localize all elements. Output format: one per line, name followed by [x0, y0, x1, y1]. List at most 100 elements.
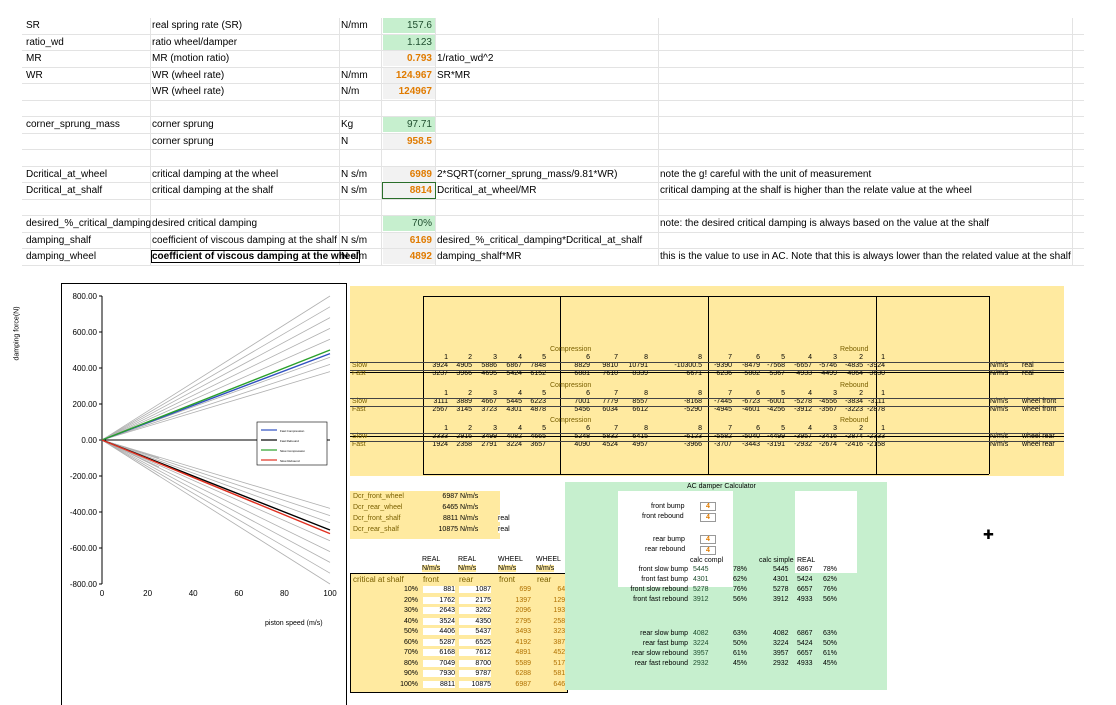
crit-cell[interactable]: 7930 [423, 670, 455, 677]
crit-cell[interactable]: 3232 [537, 628, 569, 635]
param-unit[interactable]: N/mm [341, 69, 368, 81]
param-name[interactable]: corner_sprung_mass [26, 119, 120, 130]
curve-value[interactable]: 3924 [432, 362, 448, 369]
col-index[interactable]: 7 [728, 390, 732, 397]
col-index[interactable]: 2 [859, 425, 863, 432]
curve-value[interactable]: 5248 [574, 433, 590, 440]
curve-value[interactable]: 1924 [432, 441, 448, 448]
param-unit[interactable]: N s/m [341, 251, 368, 262]
dcr-tag[interactable]: real [498, 526, 510, 533]
param-formula[interactable]: 1/ratio_wd^2 [437, 53, 494, 64]
col-index[interactable]: 4 [808, 425, 812, 432]
curve-value[interactable]: 3657 [530, 441, 546, 448]
curve-value[interactable]: -2932 [794, 441, 812, 448]
param-desc[interactable]: critical damping at the wheel [152, 168, 279, 180]
dcr-label[interactable]: Dcr_rear_shalf [353, 526, 399, 533]
col-index[interactable]: 6 [586, 425, 590, 432]
curve-value[interactable]: 3499 [481, 433, 497, 440]
rebound-header[interactable]: Rebound [840, 417, 869, 424]
param-unit[interactable]: N/m [341, 86, 360, 97]
param-note[interactable]: this is the value to use in AC. Note tha… [660, 251, 1071, 262]
curve-value[interactable]: 3145 [456, 406, 472, 413]
curve-value[interactable]: -2878 [867, 406, 885, 413]
col-index[interactable]: 6 [586, 390, 590, 397]
curve-value[interactable]: 9810 [602, 362, 618, 369]
param-value[interactable]: 97.71 [383, 117, 435, 132]
curve-value[interactable]: 6867 [506, 362, 522, 369]
rebound-header[interactable]: Rebound [840, 382, 869, 389]
param-name[interactable]: damping_shalf [26, 234, 92, 246]
curve-value[interactable]: 3111 [433, 398, 448, 405]
curve-value[interactable]: 6034 [602, 406, 618, 413]
curve-value[interactable]: -8479 [742, 362, 760, 369]
curve-value[interactable]: -2416 [845, 441, 863, 448]
curve-value[interactable]: -2874 [845, 433, 863, 440]
curve-value[interactable]: -2158 [867, 441, 885, 448]
col-index[interactable]: 1 [881, 425, 885, 432]
unit-label[interactable]: N/m/s [990, 406, 1009, 413]
rebound-header[interactable]: Rebound [840, 346, 869, 353]
param-name[interactable]: ratio_wd [26, 36, 64, 48]
curve-value[interactable]: 4695 [481, 370, 497, 377]
crit-cell[interactable]: 6168 [423, 649, 455, 656]
col-index[interactable]: 2 [468, 425, 472, 432]
curve-value[interactable]: 4090 [574, 441, 590, 448]
curve-value[interactable]: 4957 [632, 441, 648, 448]
curve-value[interactable]: -3223 [845, 406, 863, 413]
param-name[interactable]: SR [26, 20, 40, 31]
curve-value[interactable]: 4878 [530, 406, 546, 413]
row-label[interactable]: Slow [352, 362, 368, 369]
col-index[interactable]: 2 [859, 354, 863, 361]
col-index[interactable]: 1 [444, 354, 448, 361]
row-label[interactable]: Fast [352, 441, 366, 448]
curve-value[interactable]: 3723 [481, 406, 497, 413]
crit-cell[interactable]: 70% [396, 649, 418, 656]
curve-value[interactable]: 7001 [574, 398, 590, 405]
param-unit[interactable]: N s/m [341, 185, 368, 196]
dcr-label[interactable]: Dcr_rear_wheel [353, 504, 403, 511]
crit-cell[interactable]: 4350 [459, 617, 491, 625]
col-index[interactable]: 2 [859, 390, 863, 397]
param-value[interactable]: 4892 [383, 249, 435, 264]
curve-value[interactable]: -4556 [819, 398, 837, 405]
col-index[interactable]: 7 [728, 354, 732, 361]
curve-value[interactable]: -3707 [714, 441, 732, 448]
curve-value[interactable]: 5445 [506, 398, 522, 405]
tag-label[interactable]: real [1022, 370, 1034, 377]
front-rebound-input[interactable]: 4 [700, 513, 716, 522]
col-index[interactable]: 6 [756, 425, 760, 432]
col-index[interactable]: 4 [518, 354, 522, 361]
curve-value[interactable]: 7610 [602, 370, 618, 377]
param-name[interactable]: Dcritical_at_shalf [26, 185, 103, 196]
param-value[interactable]: 70% [383, 216, 435, 231]
unit-label[interactable]: N/m/s [990, 370, 1009, 377]
crit-cell[interactable]: 2795 [499, 617, 531, 625]
param-value[interactable]: 8814 [382, 182, 436, 199]
compression-header[interactable]: Compression [550, 346, 592, 353]
dcr-value[interactable]: 10875 [438, 526, 458, 533]
dcr-value[interactable]: 6987 [442, 493, 458, 500]
param-formula[interactable]: 2*SQRT(corner_sprung_mass/9.81*WR) [437, 168, 618, 180]
compression-header[interactable]: Compression [550, 417, 592, 424]
tag-label[interactable]: wheel rear [1022, 433, 1055, 440]
curve-value[interactable]: -5802 [742, 370, 760, 377]
curve-value[interactable]: -3567 [819, 406, 837, 413]
curve-value[interactable]: -2674 [819, 441, 837, 448]
param-desc[interactable]: MR (motion ratio) [152, 53, 230, 64]
param-value[interactable]: 124.967 [383, 67, 435, 83]
curve-value[interactable]: 7848 [530, 362, 546, 369]
crit-cell[interactable]: 1087 [459, 586, 491, 593]
unit-label[interactable]: N/m/s [990, 362, 1009, 369]
param-formula[interactable]: SR*MR [437, 69, 471, 81]
param-desc[interactable]: WR (wheel rate) [152, 69, 225, 81]
param-unit[interactable]: Kg [341, 119, 354, 130]
tag-label[interactable]: wheel front [1022, 406, 1057, 413]
curve-value[interactable]: -3443 [742, 441, 760, 448]
col-index[interactable]: 5 [781, 354, 785, 361]
curve-value[interactable]: 4301 [506, 406, 522, 413]
unit-label[interactable]: N/m/s [990, 441, 1009, 448]
col-index[interactable]: 4 [518, 390, 522, 397]
col-index[interactable]: 4 [808, 354, 812, 361]
param-value[interactable]: 958.5 [383, 133, 435, 149]
param-desc[interactable]: coefficient of viscous damping at the wh… [151, 250, 360, 263]
